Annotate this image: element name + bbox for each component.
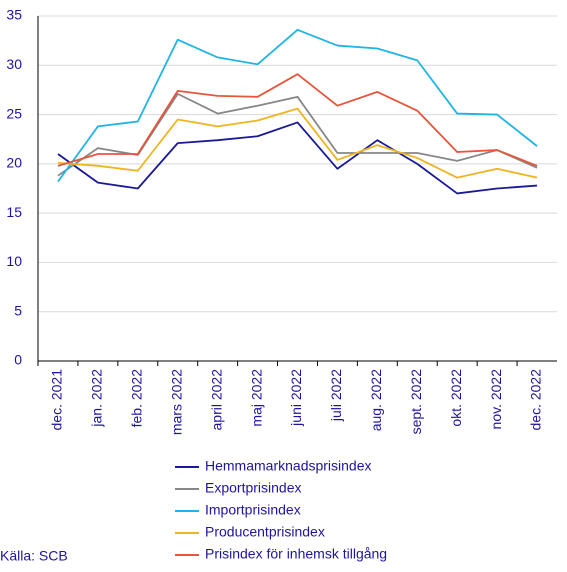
line-series bbox=[57, 121, 538, 195]
line-series bbox=[57, 92, 538, 177]
x-tick-label: juli 2022 bbox=[328, 369, 344, 422]
line-series bbox=[57, 107, 538, 179]
y-tick-label: 10 bbox=[6, 253, 22, 269]
x-tick-label: aug. 2022 bbox=[368, 369, 384, 431]
x-tick-label: april 2022 bbox=[208, 369, 224, 431]
y-tick-label: 25 bbox=[6, 105, 22, 121]
line-series bbox=[57, 73, 538, 167]
y-tick-label: 0 bbox=[14, 352, 22, 368]
line-series bbox=[57, 28, 538, 183]
legend-label: Importprisindex bbox=[205, 502, 301, 518]
x-tick-label: jan. 2022 bbox=[89, 369, 105, 428]
x-tick-label: okt. 2022 bbox=[448, 369, 464, 427]
y-tick-label: 5 bbox=[14, 302, 22, 318]
y-tick-label: 20 bbox=[6, 155, 22, 171]
legend-label: Prisindex för inhemsk tillgång bbox=[205, 546, 387, 562]
x-tick-label: dec. 2022 bbox=[528, 369, 544, 431]
y-tick-label: 15 bbox=[6, 204, 22, 220]
legend-label: Producentprisindex bbox=[205, 524, 325, 540]
y-tick-label: 30 bbox=[6, 56, 22, 72]
x-tick-label: feb. 2022 bbox=[129, 369, 145, 428]
x-tick-label: dec. 2021 bbox=[49, 369, 65, 431]
y-tick-label: 35 bbox=[6, 7, 22, 23]
legend-label: Exportprisindex bbox=[205, 480, 302, 496]
source: Källa: SCB bbox=[0, 548, 68, 564]
x-tick-label: maj 2022 bbox=[248, 369, 264, 427]
x-tick-label: mars 2022 bbox=[168, 369, 184, 435]
legend-label: Hemmamarknadsprisindex bbox=[205, 458, 372, 474]
x-tick-label: nov. 2022 bbox=[488, 369, 504, 430]
x-tick-label: sept. 2022 bbox=[408, 369, 424, 435]
x-tick-label: juni 2022 bbox=[288, 369, 304, 427]
